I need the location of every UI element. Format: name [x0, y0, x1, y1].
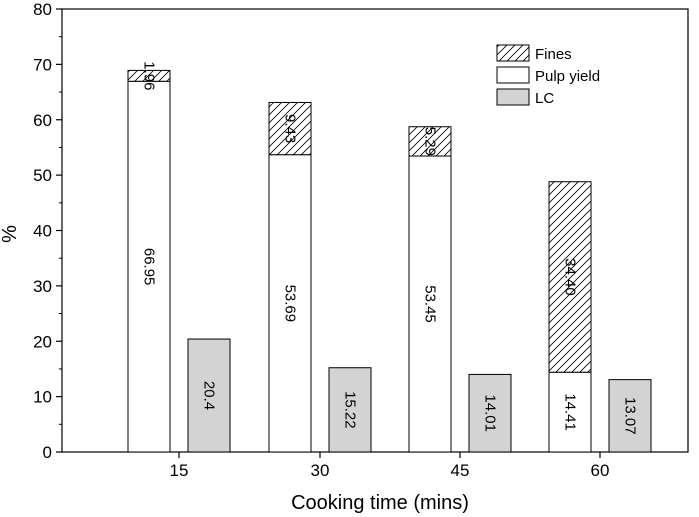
- x-tick-label: 60: [591, 461, 610, 480]
- y-tick-label: 30: [33, 277, 52, 296]
- data-label: 53.69: [282, 285, 299, 323]
- x-axis-label: Cooking time (mins): [291, 492, 469, 514]
- bar-segment-pulp-yield: [127, 80, 171, 453]
- legend-label: LC: [535, 90, 554, 107]
- data-label: 34.40: [562, 258, 579, 296]
- x-tick-label: 15: [170, 461, 189, 480]
- y-tick-label: 40: [33, 222, 52, 241]
- bar-lc: [608, 379, 652, 453]
- legend-swatch: [496, 44, 530, 62]
- y-tick-label: 10: [33, 388, 52, 407]
- axes: 0 10 20 30 40 50 60 70 80 15 30 45 60: [33, 0, 689, 480]
- bar-segment-pulp-yield: [408, 155, 452, 453]
- data-label: 15.22: [342, 391, 359, 429]
- y-tick-label: 50: [33, 166, 52, 185]
- data-label: 14.41: [562, 393, 579, 431]
- bar-segment-fines: [268, 101, 312, 156]
- data-label: 66.95: [141, 248, 158, 286]
- legend-swatch: [496, 66, 530, 84]
- bar-lc: [328, 367, 372, 453]
- bar-lc: [187, 338, 231, 453]
- x-tick-label: 30: [311, 461, 330, 480]
- y-tick-label: 70: [33, 55, 52, 74]
- y-tick-label: 0: [43, 443, 52, 462]
- data-label: 5.29: [422, 127, 439, 156]
- legend-swatch: [496, 88, 530, 106]
- data-label: 9.43: [282, 114, 299, 143]
- data-label: 13.07: [622, 397, 639, 435]
- y-axis-label: %: [0, 225, 21, 243]
- bar-segment-pulp-yield: [548, 371, 592, 453]
- data-label: 1.96: [141, 61, 158, 90]
- legend-label: Pulp yield: [535, 68, 600, 85]
- x-tick-label: 45: [451, 461, 470, 480]
- y-tick-label: 20: [33, 332, 52, 351]
- bar-segment-fines: [548, 181, 592, 373]
- legend-label: Fines: [535, 46, 572, 63]
- bar-lc: [468, 373, 512, 453]
- data-label: 14.01: [482, 394, 499, 432]
- legend: Fines Pulp yield LC: [496, 44, 600, 107]
- bar-segment-pulp-yield: [268, 154, 312, 453]
- bars: 66.95 1.96 20.4 53.69 9.43 15.22 53.45 5.29 14.0…: [127, 61, 652, 453]
- y-tick-label: 80: [33, 0, 52, 19]
- bar-segment-fines: [408, 126, 452, 157]
- y-tick-label: 60: [33, 111, 52, 130]
- bar-segment-fines: [127, 69, 171, 82]
- data-label: 53.45: [422, 285, 439, 323]
- data-label: 20.4: [201, 381, 218, 410]
